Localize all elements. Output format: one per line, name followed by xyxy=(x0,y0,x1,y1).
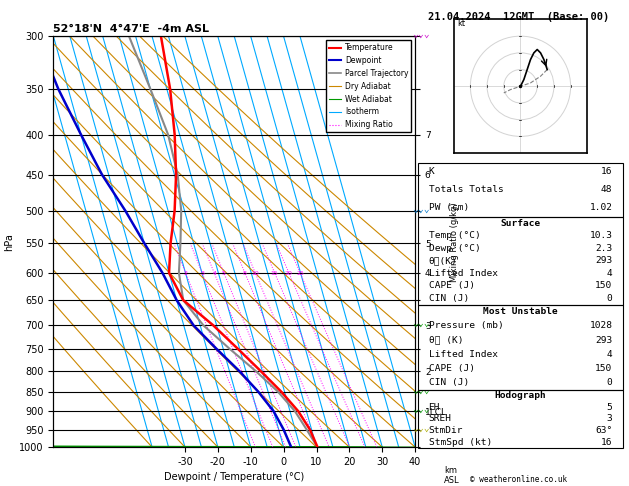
Text: 5: 5 xyxy=(222,271,226,276)
Text: Surface: Surface xyxy=(501,219,540,227)
Text: 4: 4 xyxy=(212,271,216,276)
Text: 10: 10 xyxy=(252,271,259,276)
Text: SREH: SREH xyxy=(428,415,452,423)
Text: θᴄ (K): θᴄ (K) xyxy=(428,336,463,345)
Legend: Temperature, Dewpoint, Parcel Trajectory, Dry Adiabat, Wet Adiabat, Isotherm, Mi: Temperature, Dewpoint, Parcel Trajectory… xyxy=(326,40,411,132)
Text: Lifted Index: Lifted Index xyxy=(428,350,498,359)
Text: 293: 293 xyxy=(595,256,613,265)
Bar xyxy=(418,390,623,448)
Text: ⌄⌄⌄: ⌄⌄⌄ xyxy=(412,29,430,39)
Text: Dewp (°C): Dewp (°C) xyxy=(428,243,481,253)
Text: 1.02: 1.02 xyxy=(589,203,613,212)
Text: 1028: 1028 xyxy=(589,321,613,330)
Text: EH: EH xyxy=(428,403,440,412)
Text: ⌄⌄⌄: ⌄⌄⌄ xyxy=(412,318,430,328)
Bar xyxy=(418,305,623,390)
Text: ⌄⌄⌄: ⌄⌄⌄ xyxy=(412,384,430,394)
Text: 4: 4 xyxy=(607,350,613,359)
Text: CIN (J): CIN (J) xyxy=(428,294,469,303)
Text: 2.3: 2.3 xyxy=(595,243,613,253)
Text: 48: 48 xyxy=(601,185,613,194)
Text: 5: 5 xyxy=(607,403,613,412)
Text: 150: 150 xyxy=(595,281,613,291)
Text: Totals Totals: Totals Totals xyxy=(428,185,503,194)
Text: 150: 150 xyxy=(595,364,613,373)
Text: Most Unstable: Most Unstable xyxy=(483,307,558,316)
Text: Lifted Index: Lifted Index xyxy=(428,269,498,278)
Bar xyxy=(418,163,623,217)
Text: StmSpd (kt): StmSpd (kt) xyxy=(428,438,492,447)
Text: 0: 0 xyxy=(607,294,613,303)
Text: 63°: 63° xyxy=(595,426,613,435)
Text: © weatheronline.co.uk: © weatheronline.co.uk xyxy=(470,474,567,484)
Text: ⌄⌄⌄: ⌄⌄⌄ xyxy=(412,404,430,414)
Text: 16: 16 xyxy=(601,167,613,176)
Text: ⌄⌄⌄: ⌄⌄⌄ xyxy=(412,203,430,213)
Text: CAPE (J): CAPE (J) xyxy=(428,364,474,373)
Text: StmDir: StmDir xyxy=(428,426,463,435)
Text: 21.04.2024  12GMT  (Base: 00): 21.04.2024 12GMT (Base: 00) xyxy=(428,12,610,22)
Text: Pressure (mb): Pressure (mb) xyxy=(428,321,503,330)
Text: 0: 0 xyxy=(607,378,613,387)
Text: 52°18'N  4°47'E  -4m ASL: 52°18'N 4°47'E -4m ASL xyxy=(53,24,209,35)
X-axis label: Dewpoint / Temperature (°C): Dewpoint / Temperature (°C) xyxy=(164,472,304,483)
Text: 25: 25 xyxy=(296,271,304,276)
Text: 3: 3 xyxy=(607,415,613,423)
Text: kt: kt xyxy=(458,19,466,28)
Y-axis label: Mixing Ratio (g/kg): Mixing Ratio (g/kg) xyxy=(450,202,459,281)
Text: km
ASL: km ASL xyxy=(444,466,460,485)
Text: 16: 16 xyxy=(601,438,613,447)
Y-axis label: hPa: hPa xyxy=(4,233,14,251)
Text: 8: 8 xyxy=(243,271,247,276)
Text: Temp (°C): Temp (°C) xyxy=(428,231,481,240)
Text: 2: 2 xyxy=(184,271,187,276)
Text: K: K xyxy=(428,167,434,176)
Text: 293: 293 xyxy=(595,336,613,345)
Text: PW (cm): PW (cm) xyxy=(428,203,469,212)
Text: Hodograph: Hodograph xyxy=(494,391,547,400)
Text: θᴄ(K): θᴄ(K) xyxy=(428,256,457,265)
Bar xyxy=(418,217,623,305)
Text: CIN (J): CIN (J) xyxy=(428,378,469,387)
Text: 20: 20 xyxy=(285,271,293,276)
Text: 15: 15 xyxy=(270,271,279,276)
Text: 10.3: 10.3 xyxy=(589,231,613,240)
Text: 3: 3 xyxy=(200,271,204,276)
Text: ⌄⌄⌄: ⌄⌄⌄ xyxy=(412,422,430,432)
Text: 4: 4 xyxy=(607,269,613,278)
Text: CAPE (J): CAPE (J) xyxy=(428,281,474,291)
